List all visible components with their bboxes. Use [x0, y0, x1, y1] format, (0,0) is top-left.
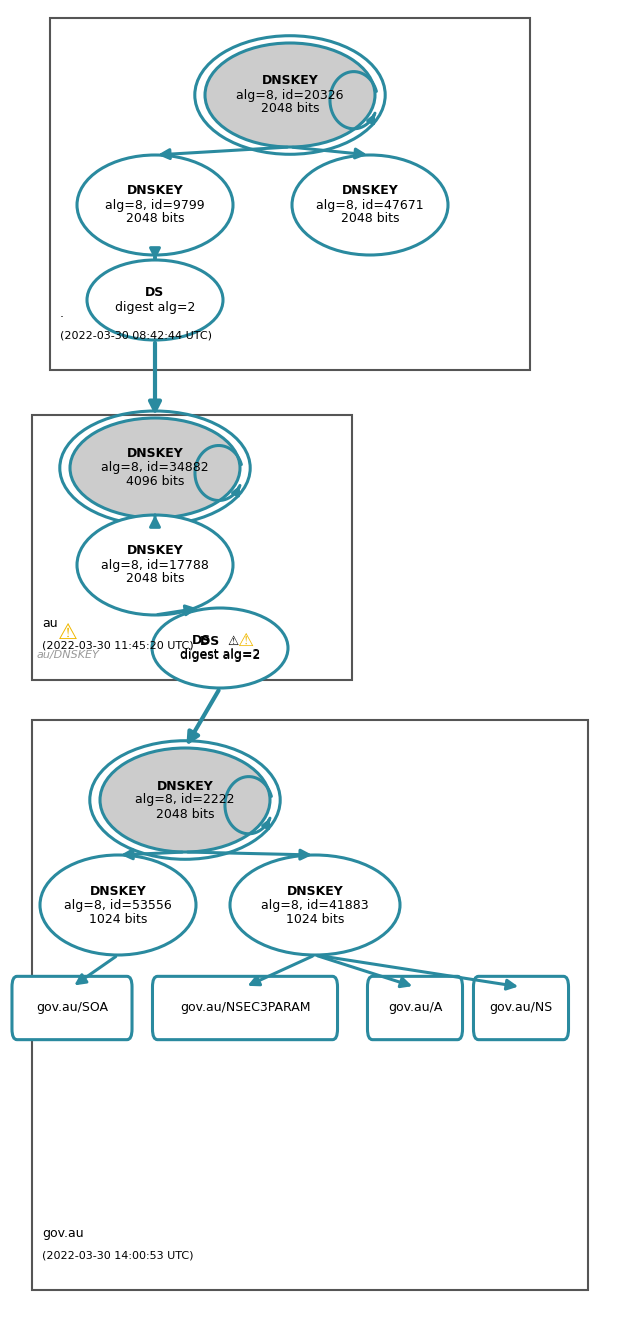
Text: gov.au/A: gov.au/A — [388, 1001, 442, 1014]
Ellipse shape — [205, 43, 375, 147]
FancyBboxPatch shape — [12, 976, 132, 1040]
Text: DNSKEY: DNSKEY — [127, 448, 183, 460]
Text: DS: DS — [145, 287, 165, 300]
Ellipse shape — [87, 260, 223, 340]
Ellipse shape — [77, 515, 233, 615]
Text: .: . — [60, 307, 64, 320]
Text: gov.au/SOA: gov.au/SOA — [36, 1001, 108, 1014]
Text: gov.au: gov.au — [42, 1226, 84, 1240]
Text: au: au — [42, 617, 58, 631]
Text: DS  ⚠: DS ⚠ — [200, 635, 240, 648]
Text: alg=8, id=47671: alg=8, id=47671 — [316, 199, 424, 212]
Text: 2048 bits: 2048 bits — [261, 103, 319, 116]
Text: DNSKEY: DNSKEY — [90, 885, 146, 897]
Ellipse shape — [77, 155, 233, 255]
Text: 1024 bits: 1024 bits — [286, 913, 344, 925]
Text: DNSKEY: DNSKEY — [127, 184, 183, 197]
Text: alg=8, id=17788: alg=8, id=17788 — [101, 559, 209, 572]
Ellipse shape — [230, 854, 400, 954]
Text: au/DNSKEY: au/DNSKEY — [36, 651, 99, 660]
Text: ⚠: ⚠ — [237, 632, 253, 651]
Text: (2022-03-30 08:42:44 UTC): (2022-03-30 08:42:44 UTC) — [60, 331, 212, 340]
Text: DNSKEY: DNSKEY — [262, 75, 318, 88]
Text: 2048 bits: 2048 bits — [341, 212, 399, 225]
FancyBboxPatch shape — [153, 976, 337, 1040]
Text: digest alg=2: digest alg=2 — [180, 648, 260, 661]
Text: DNSKEY: DNSKEY — [286, 885, 344, 897]
Ellipse shape — [70, 419, 240, 519]
Ellipse shape — [40, 854, 196, 954]
Text: DNSKEY: DNSKEY — [156, 780, 214, 793]
Text: alg=8, id=20326: alg=8, id=20326 — [236, 88, 344, 101]
Text: (2022-03-30 14:00:53 UTC): (2022-03-30 14:00:53 UTC) — [42, 1250, 193, 1260]
Text: DNSKEY: DNSKEY — [127, 544, 183, 557]
Text: digest alg=2: digest alg=2 — [115, 300, 195, 313]
Ellipse shape — [100, 748, 270, 852]
FancyBboxPatch shape — [367, 976, 463, 1040]
Text: 1024 bits: 1024 bits — [89, 913, 147, 925]
Text: alg=8, id=9799: alg=8, id=9799 — [105, 199, 205, 212]
Text: alg=8, id=53556: alg=8, id=53556 — [64, 898, 172, 912]
Text: alg=8, id=41883: alg=8, id=41883 — [261, 898, 369, 912]
Text: DS: DS — [192, 635, 211, 648]
Text: (2022-03-30 11:45:20 UTC): (2022-03-30 11:45:20 UTC) — [42, 640, 193, 651]
Text: 4096 bits: 4096 bits — [126, 476, 184, 488]
Text: gov.au/NS: gov.au/NS — [489, 1001, 553, 1014]
Text: 2048 bits: 2048 bits — [126, 572, 184, 585]
Text: 2048 bits: 2048 bits — [126, 212, 184, 225]
FancyBboxPatch shape — [50, 19, 530, 371]
Text: alg=8, id=2222: alg=8, id=2222 — [135, 793, 235, 806]
FancyBboxPatch shape — [32, 720, 588, 1290]
FancyBboxPatch shape — [32, 415, 352, 680]
Ellipse shape — [292, 155, 448, 255]
Text: digest alg=2: digest alg=2 — [180, 648, 260, 661]
Text: DNSKEY: DNSKEY — [342, 184, 398, 197]
Ellipse shape — [152, 608, 288, 688]
Text: alg=8, id=34882: alg=8, id=34882 — [101, 461, 209, 475]
FancyBboxPatch shape — [474, 976, 568, 1040]
Text: ⚠: ⚠ — [58, 623, 78, 643]
Text: 2048 bits: 2048 bits — [156, 808, 214, 821]
Text: gov.au/NSEC3PARAM: gov.au/NSEC3PARAM — [180, 1001, 310, 1014]
